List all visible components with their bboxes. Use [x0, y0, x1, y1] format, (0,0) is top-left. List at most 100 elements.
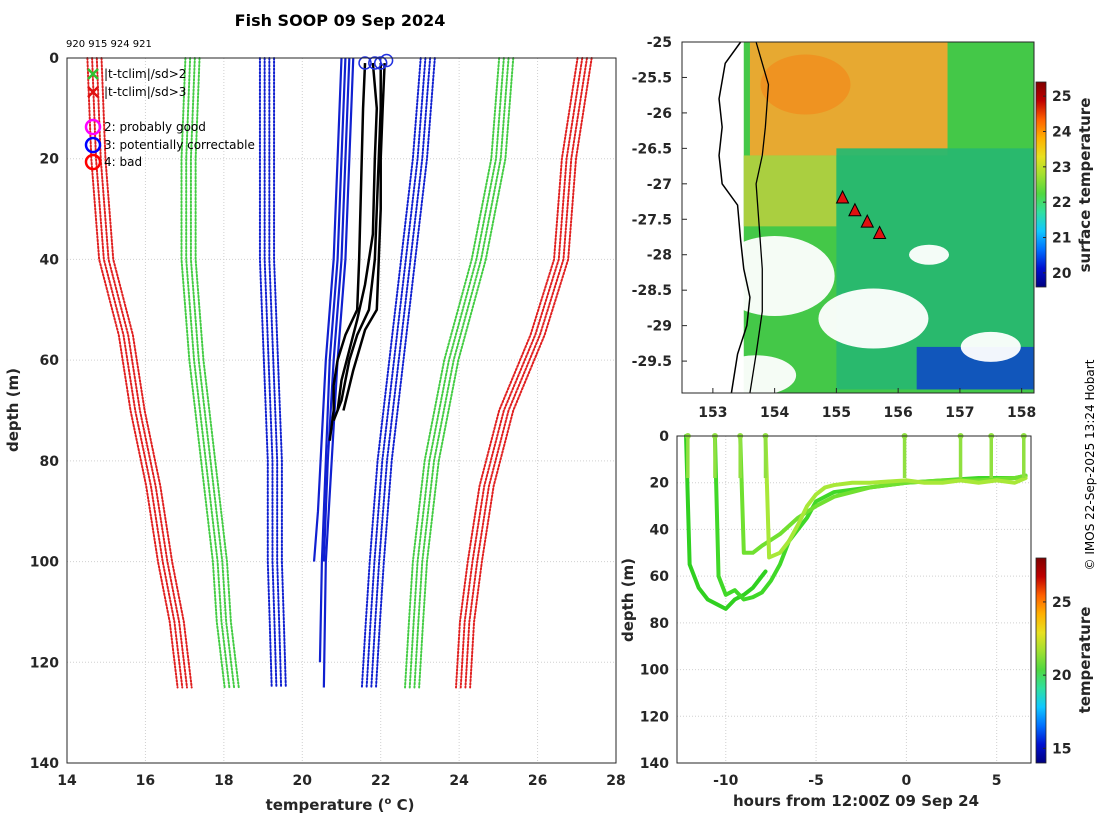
map-y-tick-label: -25.5	[632, 70, 672, 86]
depth-time-y-tick-label: 100	[640, 663, 669, 679]
climatology-series-line	[408, 57, 505, 689]
climatology-series-line	[469, 57, 593, 689]
map-y-tick-label: -26	[647, 106, 672, 122]
depth-time-y-tick-label: 140	[640, 756, 669, 772]
depth-time-x-axis-label: hours from 12:00Z 09 Sep 24	[733, 792, 979, 810]
profiles-x-tick-label: 28	[606, 773, 625, 789]
qc-flag-marker	[358, 56, 372, 70]
depth-time-y-tick-label: 60	[650, 569, 670, 585]
qc-flag-marker	[373, 56, 388, 70]
cloud-gap	[818, 288, 929, 349]
shelf-contour	[749, 41, 770, 394]
map-colorbar-label: surface temperature	[1076, 98, 1094, 273]
cloud-gap	[909, 244, 950, 265]
depth-time-plot-area	[677, 436, 1031, 763]
climatology-series-line	[375, 57, 436, 689]
climatology-series-line	[370, 57, 432, 689]
profiles-x-axis-label: temperature (o C)	[266, 796, 415, 814]
sst-warm-core	[760, 54, 851, 115]
climatology-series-line	[258, 57, 273, 689]
profiles-y-tick-label: 40	[40, 252, 60, 268]
drop-location-marker	[835, 189, 850, 204]
depth-time-axes-box	[676, 435, 1032, 764]
profiles-x-tick-label: 26	[528, 773, 547, 789]
depth-time-colorbar: 15 20 25	[1035, 557, 1072, 764]
depth-time-track	[684, 434, 768, 611]
map-drop-locations	[835, 189, 887, 239]
profiles-x-tick-label: 14	[57, 773, 77, 789]
legend-x-marker	[87, 68, 99, 80]
depth-time-x-tick-label: 0	[902, 773, 912, 789]
depth-time-x-tick-label: -10	[713, 773, 739, 789]
climatology-series-line	[418, 57, 515, 689]
climatology-series-line	[91, 57, 184, 689]
mean-profile-line	[312, 57, 343, 562]
drop-location-marker	[848, 202, 862, 217]
map-y-tick-label: -26.5	[632, 141, 672, 157]
profile-ids: 920 915 924 921	[66, 39, 152, 50]
climatology-series-line	[263, 57, 278, 689]
depth-time-y-axis-label: depth (m)	[619, 558, 637, 642]
dtcb-bar	[1035, 557, 1047, 764]
depth-time-y-tick-label: 120	[640, 709, 669, 725]
map-colorbar: 20 21 22 23 24 25	[1035, 81, 1072, 288]
climatology-series-line	[95, 57, 188, 689]
legend: |t-tclim|/sd>2 |t-tclim|/sd>3 2: probably …	[84, 67, 255, 171]
dtcb-tick-label: 15	[1052, 741, 1071, 757]
legend-circle-marker	[84, 136, 102, 154]
map-x-tick-label: 156	[884, 405, 913, 421]
land-area	[682, 42, 741, 393]
map-y-tick-label: -29.5	[632, 354, 672, 370]
climatology-series-line	[360, 57, 422, 689]
climatology-series-line	[268, 57, 283, 689]
map-x-tick-label: 155	[822, 405, 851, 421]
observed-profile-line	[332, 63, 382, 422]
cloud-gap	[960, 331, 1021, 362]
profiles-y-tick-label: 60	[40, 353, 60, 369]
profiles-tick-labels: 14 16 18 20 22 24 26 28 0 20 40 60 80 100 120 140	[30, 51, 626, 789]
observed-profile-line	[342, 62, 386, 411]
sst-map-panel: 153 154 155 156 157 158 -25 -25.5 -26 -26.5 -27 -27…	[632, 35, 1094, 421]
climatology-series-line	[86, 57, 179, 689]
profiles-x-tick-label: 20	[293, 773, 313, 789]
mapcb-tick-label: 23	[1052, 160, 1071, 176]
depth-time-panel: -10 -5 0 5 0 20 40 60 80 100 120 140 hours from 12:…	[619, 429, 1094, 810]
profiles-x-tick-label: 24	[449, 773, 469, 789]
profiles-y-tick-label: 140	[30, 756, 59, 772]
mapcb-tick-label: 24	[1052, 124, 1072, 140]
profiles-qc-flags	[358, 53, 394, 70]
qc-flag-marker	[379, 53, 394, 68]
cloud-gap	[714, 236, 835, 316]
profiles-x-tick-label: 16	[136, 773, 155, 789]
map-x-tick-label: 154	[760, 405, 789, 421]
profiles-x-tick-label: 18	[214, 773, 233, 789]
climatology-series-line	[404, 57, 501, 689]
depth-time-tick-labels: -10 -5 0 5 0 20 40 60 80 100 120 140	[640, 429, 1002, 789]
legend-label: |t-tclim|/sd>2	[104, 67, 186, 81]
map-tick-labels: 153 154 155 156 157 158 -25 -25.5 -26 -26.5 -27 -27…	[632, 35, 1037, 421]
profiles-panel: 14 16 18 20 22 24 26 28 0 20 40 60 80 100 120 140 tempe…	[4, 51, 626, 814]
sst-region	[743, 155, 837, 227]
map-y-tick-label: -27.5	[632, 212, 672, 228]
climatology-series-line	[273, 57, 287, 689]
climatology-series-line	[180, 57, 226, 689]
map-x-tick-label: 157	[945, 405, 974, 421]
profiles-y-tick-label: 80	[40, 454, 60, 470]
legend-label: 4: bad	[104, 155, 142, 169]
map-x-tick-label: 153	[698, 405, 727, 421]
mean-profile-line	[322, 57, 351, 562]
depth-time-x-tick-label: -5	[808, 773, 824, 789]
mapcb-tick-label: 25	[1052, 89, 1071, 105]
profiles-y-tick-label: 100	[30, 555, 59, 571]
climatology-series-line	[459, 57, 584, 689]
depth-time-x-tick-label: 5	[992, 773, 1002, 789]
profiles-y-tick-label: 20	[40, 152, 60, 168]
depth-time-colorbar-label: temperature	[1076, 607, 1094, 714]
climatology-series-line	[464, 57, 588, 689]
depth-time-y-tick-label: 0	[659, 429, 669, 445]
credit-text: © IMOS 22-Sep-2025 13:24 Hobart	[1083, 359, 1097, 570]
map-axes-box	[681, 41, 1035, 394]
climatology-series-line	[455, 57, 579, 689]
observed-profile-line	[328, 62, 367, 441]
